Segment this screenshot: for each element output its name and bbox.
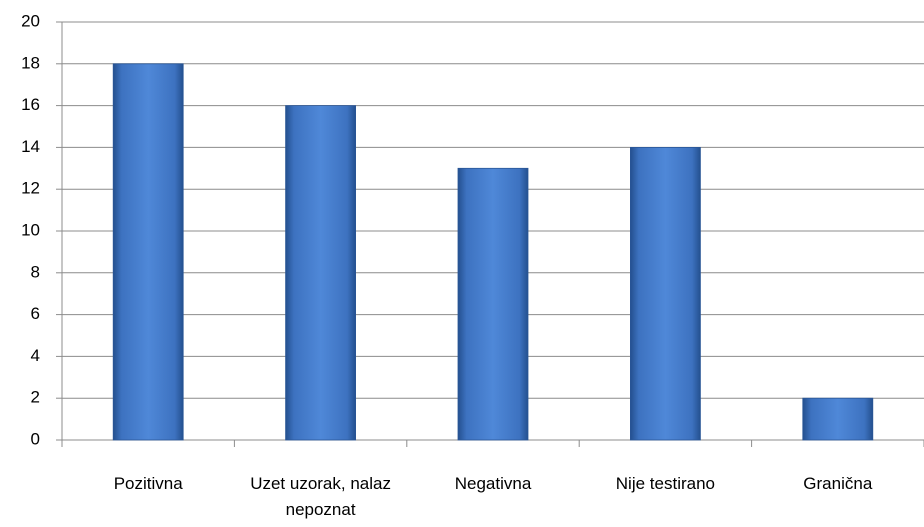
bar bbox=[630, 146, 701, 441]
y-tick-label: 10 bbox=[21, 220, 40, 239]
y-tick-label: 20 bbox=[21, 11, 40, 30]
y-tick-label: 6 bbox=[31, 304, 40, 323]
y-tick-label: 0 bbox=[31, 429, 40, 448]
y-tick-label: 16 bbox=[21, 95, 40, 114]
y-tick-label: 18 bbox=[21, 53, 40, 72]
y-tick-label: 4 bbox=[31, 346, 40, 365]
x-tick-label: Uzet uzorak, nalaz nepoznat bbox=[250, 474, 391, 519]
bar bbox=[112, 63, 184, 441]
x-tick-label: Pozitivna bbox=[113, 474, 183, 493]
x-tick-label: Negativna bbox=[454, 474, 532, 493]
y-tick-label: 8 bbox=[31, 262, 40, 281]
x-tick-label: Nije testirano bbox=[615, 474, 715, 493]
bar bbox=[285, 105, 357, 441]
y-tick-label: 14 bbox=[21, 137, 40, 156]
y-tick-label: 12 bbox=[21, 179, 40, 198]
x-tick-label: Granična bbox=[803, 474, 873, 493]
y-tick-label: 2 bbox=[31, 388, 40, 407]
bar bbox=[457, 167, 529, 441]
bar bbox=[802, 397, 874, 441]
